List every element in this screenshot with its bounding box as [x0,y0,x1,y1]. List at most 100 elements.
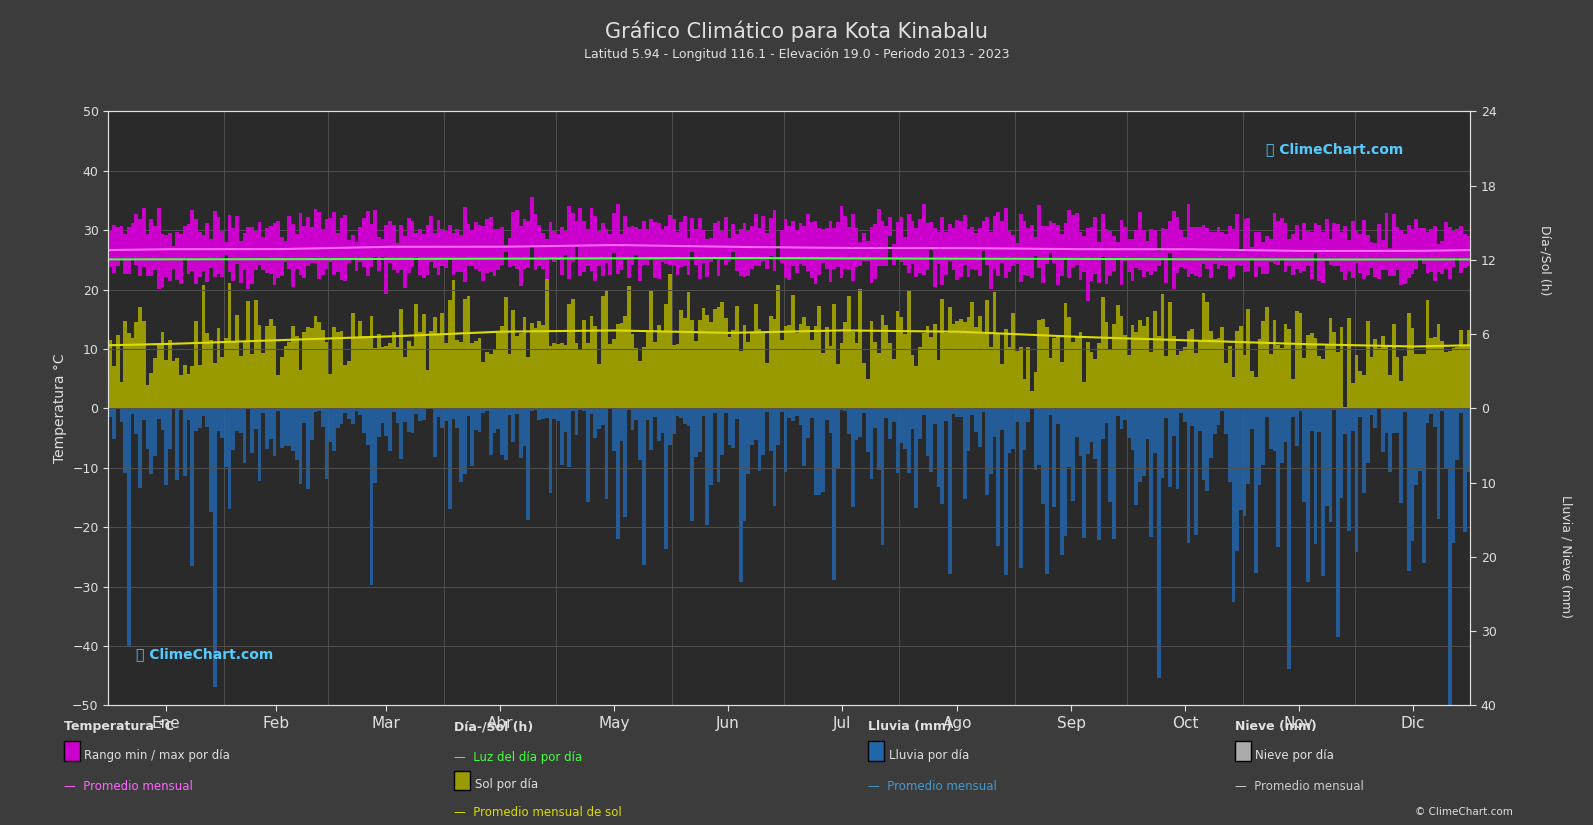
Bar [895,222,900,261]
Bar [639,229,642,281]
Bar [1126,355,1131,408]
Bar [1176,355,1179,408]
Bar [500,227,503,265]
Bar [411,221,414,267]
Bar [984,299,989,408]
Bar [1070,215,1075,268]
Bar [470,408,475,466]
Bar [112,365,116,408]
Bar [672,219,675,266]
Bar [280,408,284,449]
Bar [440,313,444,408]
Bar [650,219,653,260]
Bar [545,238,548,279]
Bar [620,323,623,408]
Bar [1462,408,1467,532]
Bar [911,356,914,408]
Bar [470,230,475,266]
Bar [530,323,534,408]
Bar [475,222,478,269]
Bar [631,408,634,430]
Bar [336,408,339,428]
Bar [150,408,153,474]
Bar [747,408,750,474]
Bar [1187,205,1190,277]
Bar [1403,233,1407,285]
Bar [1150,352,1153,408]
Bar [1281,218,1284,260]
Text: Día-/Sol (h): Día-/Sol (h) [454,720,534,733]
Bar [202,285,205,408]
Bar [198,233,202,276]
Bar [180,408,183,410]
Bar [814,408,817,494]
Bar [511,309,515,408]
Bar [1423,228,1426,264]
Bar [750,227,753,270]
Bar [1131,325,1134,408]
Bar [250,408,253,453]
Bar [817,408,820,495]
Bar [156,343,161,408]
Bar [448,225,452,260]
Bar [825,228,828,269]
Bar [820,229,825,263]
Bar [959,221,962,277]
Bar [225,243,228,255]
Bar [601,223,605,276]
Bar [261,353,264,408]
Bar [1370,242,1373,268]
Bar [433,233,436,267]
Bar [929,337,933,408]
Bar [1351,221,1354,278]
Bar [753,214,758,266]
Bar [1101,296,1104,408]
Bar [892,359,895,408]
Bar [1384,345,1388,408]
Bar [1115,242,1120,259]
Bar [945,232,948,275]
Bar [656,325,661,408]
Bar [806,408,809,438]
Bar [1223,233,1228,266]
Bar [1415,219,1418,269]
Bar [1042,319,1045,408]
Bar [1145,317,1150,408]
Bar [347,240,350,263]
Bar [739,408,742,582]
Bar [523,408,526,446]
Bar [1126,408,1131,438]
Bar [1262,242,1265,274]
Bar [1329,238,1332,265]
Bar [239,242,242,283]
Bar [1164,356,1168,408]
Bar [828,346,832,408]
Bar [581,320,586,408]
Bar [142,208,145,267]
Bar [1418,228,1423,258]
Bar [709,408,712,484]
Bar [1206,229,1209,269]
Bar [298,408,303,483]
Bar [862,363,867,408]
Bar [701,408,706,416]
Bar [444,231,448,268]
Bar [959,319,962,408]
Bar [798,224,803,264]
Bar [1168,221,1172,252]
Bar [881,314,884,408]
Bar [1078,408,1082,456]
Bar [467,296,470,408]
Bar [1373,243,1376,276]
Bar [1314,408,1317,544]
Bar [1403,408,1407,412]
Bar [918,347,922,408]
Bar [661,331,664,408]
Bar [564,231,567,254]
Bar [139,408,142,488]
Bar [854,228,859,267]
Bar [403,356,406,408]
Bar [497,408,500,429]
Bar [1448,351,1451,408]
Bar [414,304,417,408]
